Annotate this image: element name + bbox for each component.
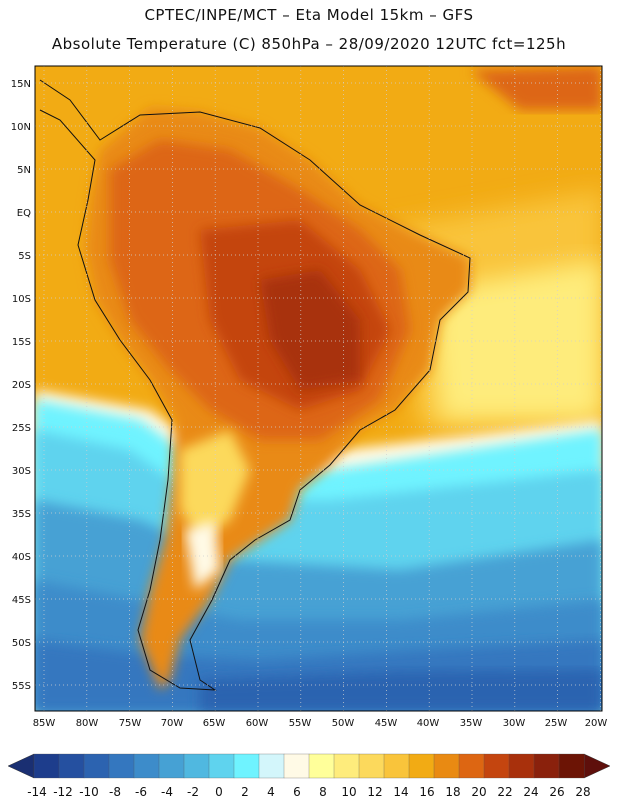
- lon-label: 75W: [119, 718, 142, 729]
- lat-label: 15N: [11, 79, 31, 90]
- colorbar-label: 2: [241, 785, 249, 799]
- colorbar-label: 24: [523, 785, 538, 799]
- colorbar-swatch: [283, 753, 310, 779]
- lat-label: 55S: [12, 681, 31, 692]
- lon-label: 60W: [246, 718, 269, 729]
- lat-label: 5N: [17, 165, 31, 176]
- lon-label: 35W: [460, 718, 483, 729]
- colorbar-label: 14: [393, 785, 408, 799]
- colorbar-swatch: [133, 753, 160, 779]
- colorbar-label: 10: [341, 785, 356, 799]
- colorbar-swatch: [233, 753, 260, 779]
- colorbar: -14 -12 -10 -8 -6 -4 -2 0 2 4 6 8 10 12 …: [7, 753, 611, 799]
- lat-label: 5S: [18, 251, 31, 262]
- colorbar-swatch: [458, 753, 485, 779]
- colorbar-swatch: [83, 753, 110, 779]
- colorbar-swatch: [433, 753, 460, 779]
- lat-label: 10S: [12, 294, 31, 305]
- colorbar-swatch: [408, 753, 435, 779]
- temperature-field: [35, 66, 602, 711]
- lon-label: 55W: [289, 718, 312, 729]
- colorbar-swatch: [483, 753, 510, 779]
- colorbar-swatch: [108, 753, 135, 779]
- colorbar-label: 0: [215, 785, 223, 799]
- lon-label: 65W: [203, 718, 226, 729]
- colorbar-label: -6: [135, 785, 147, 799]
- colorbar-label: -2: [187, 785, 199, 799]
- colorbar-label: 6: [293, 785, 301, 799]
- colorbar-left-arrow: [7, 753, 35, 779]
- colorbar-swatch: [158, 753, 185, 779]
- lat-label: 15S: [12, 337, 31, 348]
- colorbar-swatch: [258, 753, 285, 779]
- lon-label: 40W: [417, 718, 440, 729]
- lon-label: 25W: [545, 718, 568, 729]
- lon-label: 30W: [503, 718, 526, 729]
- lat-label: 30S: [12, 466, 31, 477]
- colorbar-swatch: [208, 753, 235, 779]
- colorbar-label: 12: [367, 785, 382, 799]
- colorbar-swatch: [333, 753, 360, 779]
- colorbar-label: 4: [267, 785, 275, 799]
- colorbar-label: -14: [27, 785, 47, 799]
- colorbar-swatch: [308, 753, 335, 779]
- lat-label: 20S: [12, 380, 31, 391]
- colorbar-label: -10: [79, 785, 99, 799]
- latitude-labels: 15N 10N 5N EQ 5S 10S 15S 20S 25S 30S 35S…: [11, 79, 31, 692]
- colorbar-label: -8: [109, 785, 121, 799]
- colorbar-right-arrow: [583, 753, 611, 779]
- map-title: CPTEC/INPE/MCT – Eta Model 15km – GFS: [144, 6, 474, 24]
- map-frame: [34, 65, 603, 712]
- graticule: [35, 66, 602, 711]
- colorbar-swatch: [33, 753, 60, 779]
- colorbar-label: 20: [471, 785, 486, 799]
- lon-label: 85W: [33, 718, 56, 729]
- lat-label: 40S: [12, 552, 31, 563]
- colorbar-label: 8: [319, 785, 327, 799]
- lat-label: EQ: [17, 208, 31, 219]
- colorbar-swatch: [558, 753, 585, 779]
- colorbar-swatch: [358, 753, 385, 779]
- lon-label: 50W: [332, 718, 355, 729]
- colorbar-label: 28: [575, 785, 590, 799]
- lat-label: 10N: [11, 122, 31, 133]
- lon-label: 70W: [161, 718, 184, 729]
- colorbar-label: 22: [497, 785, 512, 799]
- colorbar-label: 18: [445, 785, 460, 799]
- colorbar-label: 16: [419, 785, 434, 799]
- lon-label: 80W: [76, 718, 99, 729]
- longitude-labels: 85W 80W 75W 70W 65W 60W 55W 50W 45W 40W …: [33, 718, 608, 729]
- colorbar-swatch: [58, 753, 85, 779]
- lat-label: 45S: [12, 595, 31, 606]
- colorbar-swatch: [183, 753, 210, 779]
- colorbar-swatch: [533, 753, 560, 779]
- colorbar-label: 26: [549, 785, 564, 799]
- lon-label: 45W: [375, 718, 398, 729]
- map-subtitle: Absolute Temperature (C) 850hPa – 28/09/…: [51, 35, 567, 53]
- colorbar-swatch: [508, 753, 535, 779]
- lat-label: 35S: [12, 509, 31, 520]
- lat-label: 50S: [12, 638, 31, 649]
- lon-label: 20W: [585, 718, 608, 729]
- colorbar-swatch: [383, 753, 410, 779]
- colorbar-label: -4: [161, 785, 173, 799]
- lat-label: 25S: [12, 423, 31, 434]
- colorbar-label: -12: [53, 785, 73, 799]
